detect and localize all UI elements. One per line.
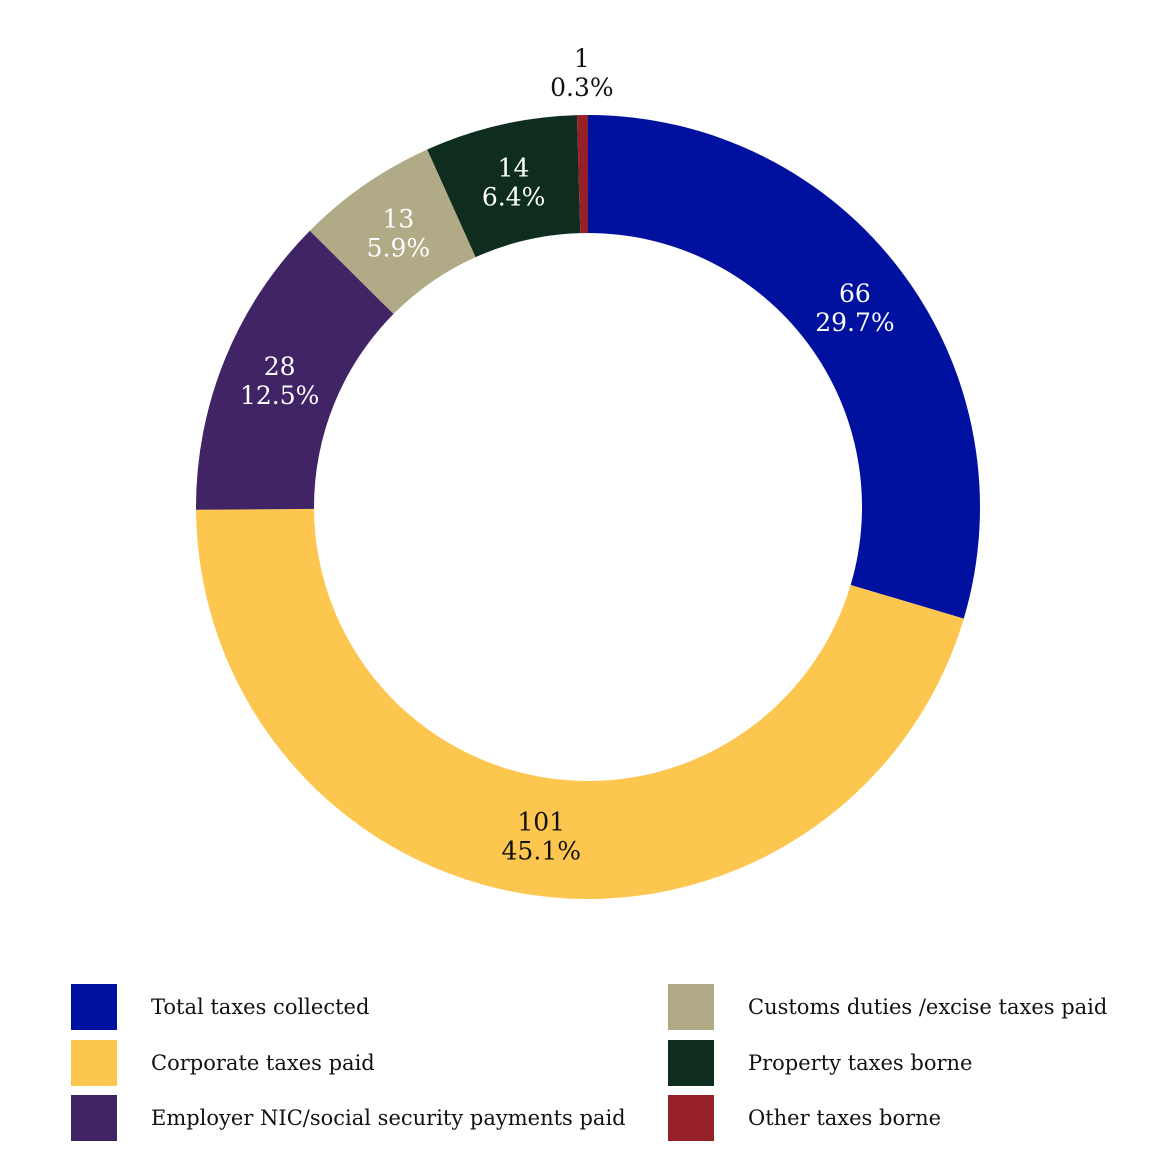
slice-percent-label: 45.1% (502, 837, 581, 866)
legend-label: Property taxes borne (748, 1051, 973, 1075)
legend-swatch (71, 1040, 117, 1086)
donut-slice-5 (576, 115, 588, 234)
donut-slices (196, 115, 980, 899)
slice-value-label: 14 (498, 153, 530, 182)
slice-percent-label: 0.3% (550, 73, 614, 102)
slice-value-label: 28 (264, 352, 296, 381)
legend-swatch (71, 984, 117, 1030)
donut-slice-4 (427, 115, 581, 258)
donut-slice-1 (196, 508, 964, 899)
legend-label: Customs duties /excise taxes paid (748, 995, 1108, 1019)
donut-slice-2 (196, 230, 394, 510)
legend-swatch (668, 1095, 714, 1141)
legend-item-other-taxes-borne: Other taxes borne (668, 1095, 941, 1141)
slice-percent-label: 6.4% (482, 182, 546, 211)
legend-label: Total taxes collected (151, 995, 370, 1019)
legend-item-customs-duties: Customs duties /excise taxes paid (668, 984, 1107, 1030)
legend-swatch (71, 1095, 117, 1141)
legend-swatch (668, 984, 714, 1030)
slice-value-label: 66 (839, 279, 871, 308)
donut-slice-0 (588, 115, 980, 619)
legend-label: Employer NIC/social security payments pa… (151, 1106, 626, 1130)
legend-item-employer-nic: Employer NIC/social security payments pa… (71, 1095, 626, 1141)
legend-label: Other taxes borne (748, 1106, 942, 1130)
legend-label: Corporate taxes paid (151, 1051, 375, 1075)
legend-item-corporate-taxes-paid: Corporate taxes paid (71, 1040, 375, 1086)
slice-value-label: 13 (382, 204, 414, 233)
donut-slice-3 (309, 149, 476, 314)
legend: Total taxes collected Corporate taxes pa… (0, 984, 1176, 1154)
legend-item-property-taxes-borne: Property taxes borne (668, 1040, 972, 1086)
slice-percent-label: 5.9% (367, 233, 431, 262)
legend-swatch (668, 1040, 714, 1086)
slice-percent-label: 29.7% (815, 308, 894, 337)
legend-item-total-taxes-collected: Total taxes collected (71, 984, 369, 1030)
slice-value-label: 1 (574, 44, 590, 73)
slice-percent-label: 12.5% (240, 381, 319, 410)
slice-value-label: 101 (517, 808, 565, 837)
